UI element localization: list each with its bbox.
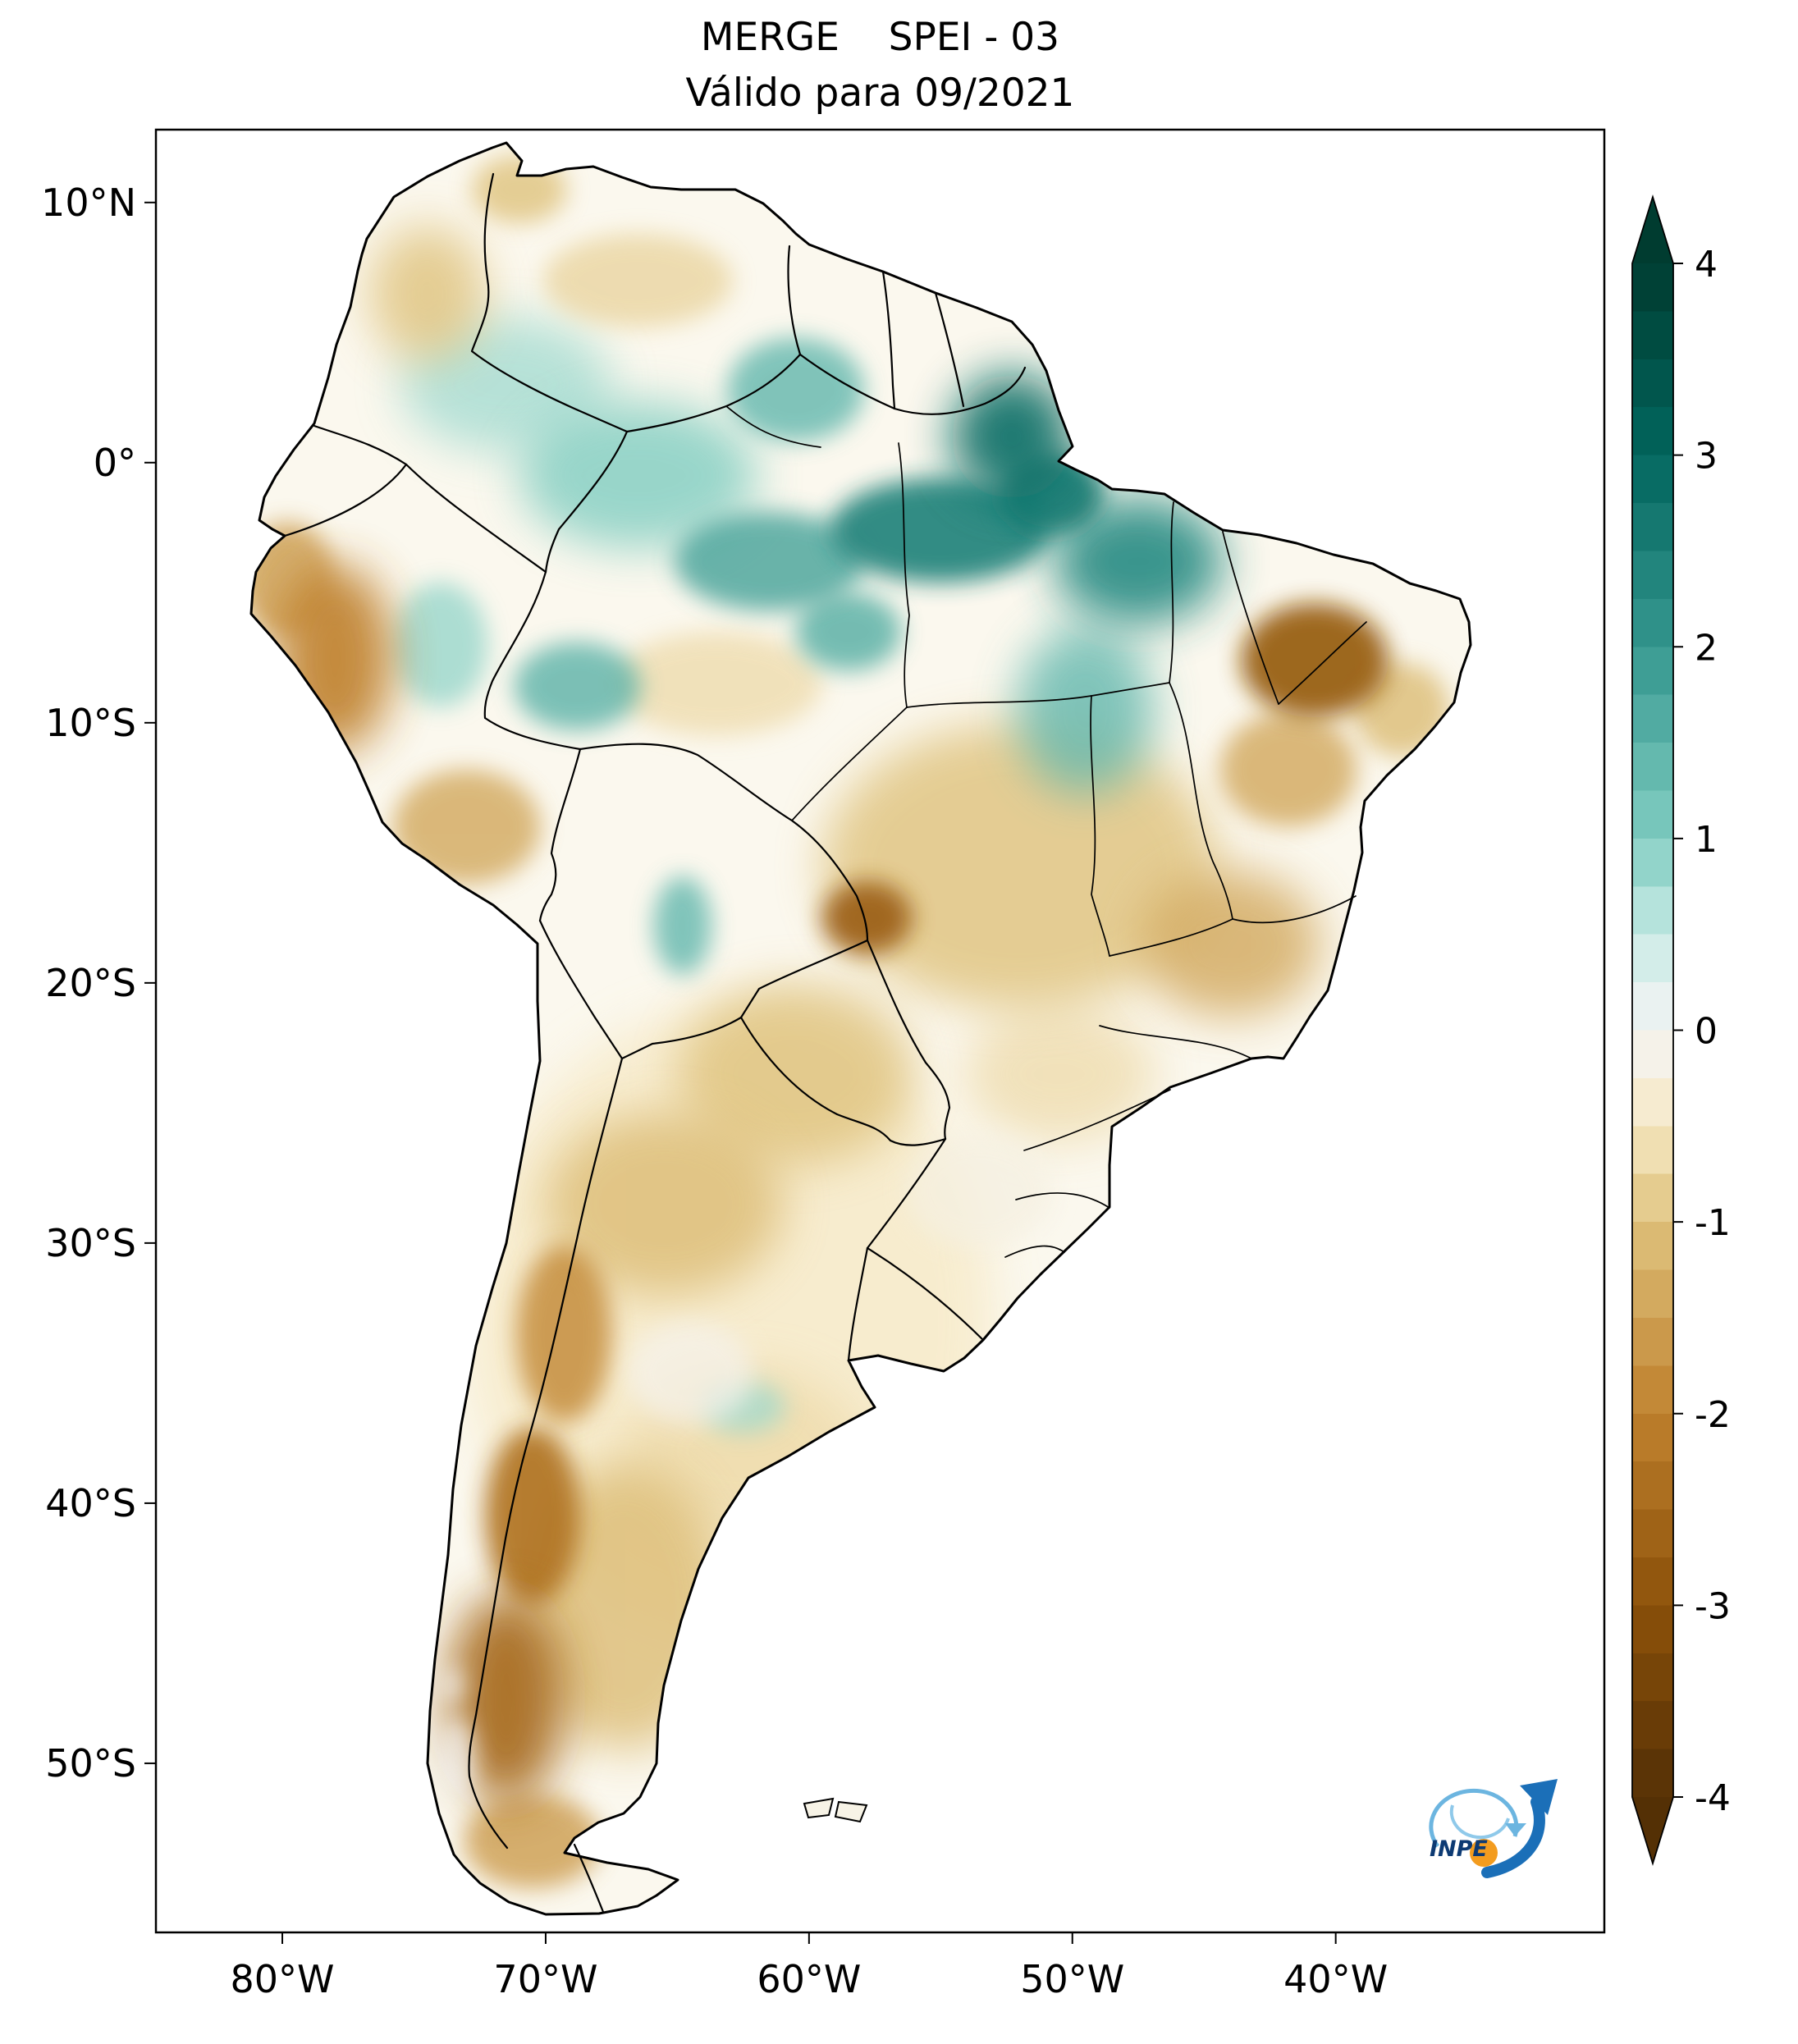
spei-region <box>448 1594 565 1803</box>
colorbar-tick-label: 0 <box>1695 1011 1718 1053</box>
x-tick-label: 50°W <box>1020 1957 1124 2001</box>
spei-region <box>821 722 1218 1009</box>
spei-region <box>795 592 902 671</box>
country-borders <box>283 172 1027 1914</box>
x-tick-label: 40°W <box>1283 1957 1388 2001</box>
spei-region <box>542 233 733 327</box>
y-tick-label: 0° <box>94 441 136 485</box>
south-america-coastline <box>249 141 1472 1916</box>
spei-region <box>519 402 757 549</box>
colorbar-tick-label: 4 <box>1695 244 1718 286</box>
spei-region <box>368 226 486 362</box>
continent-fill-group <box>251 143 1471 1914</box>
logo-text: INPE <box>1430 1836 1488 1862</box>
spei-region <box>1141 871 1320 1017</box>
colorbar-extend-max <box>1632 197 1673 263</box>
y-tick-label: 10°N <box>41 181 136 225</box>
spei-region <box>437 1716 475 1800</box>
colorbar-tick-label: 3 <box>1695 436 1718 478</box>
spei-region <box>1054 499 1223 624</box>
falkland-islands <box>803 1797 868 1823</box>
spei-region <box>485 1428 580 1605</box>
spei-region <box>392 582 488 707</box>
spei-region <box>906 1133 1055 1249</box>
spei-region <box>627 1321 754 1425</box>
colorbar-tick-label: 1 <box>1695 819 1718 861</box>
spei-region <box>437 1667 464 1703</box>
logo-swirl-arrowhead <box>1505 1823 1526 1836</box>
spei-region <box>675 512 865 611</box>
spei-region <box>653 876 712 976</box>
spei-region <box>964 1006 1155 1142</box>
y-tick-label: 40°S <box>45 1481 136 1525</box>
colorbar-tick-label: -3 <box>1695 1585 1731 1627</box>
logo-orange-dot <box>1470 1839 1498 1867</box>
spei-region <box>546 1113 783 1296</box>
spei-region <box>392 769 541 885</box>
colorbar-tick-label: -1 <box>1695 1202 1731 1244</box>
y-tick-label: 10°S <box>45 701 136 745</box>
x-tick-label: 60°W <box>757 1957 861 2001</box>
spei-region <box>727 337 865 442</box>
axes-layer: 80°W 70°W 60°W 50°W 40°W 10°N 0° 10°S 20°S 30°S 40… <box>41 181 1388 2001</box>
spei-region <box>677 982 915 1165</box>
spei-region <box>1219 712 1357 827</box>
chart-title: MERGE SPEI - 03 <box>700 15 1060 60</box>
spei-region <box>1241 603 1389 718</box>
y-tick-label: 20°S <box>45 961 136 1005</box>
logo-blue-arrow <box>1481 1796 1545 1878</box>
colorbar: 4 3 2 1 0 -1 -2 -3 -4 <box>1631 194 1731 1867</box>
colorbar-tick-label: -4 <box>1695 1777 1731 1819</box>
y-tick-label: 30°S <box>45 1221 136 1265</box>
y-tick-label: 50°S <box>45 1741 136 1786</box>
colorbar-extend-min <box>1632 1797 1673 1863</box>
spei-region <box>1017 626 1155 793</box>
spei-region <box>464 1794 602 1889</box>
colorbar-tick-label: -2 <box>1695 1394 1731 1436</box>
chart-subtitle: Válido para 09/2021 <box>685 71 1075 116</box>
spei-region <box>514 642 641 731</box>
state-borders <box>725 405 1367 1258</box>
colorbar-tick-label: 2 <box>1695 627 1718 669</box>
spei-region <box>821 881 913 954</box>
spei-region <box>830 478 1052 583</box>
x-tick-label: 80°W <box>231 1957 335 2001</box>
spei-region <box>611 631 822 736</box>
spei-region <box>516 1246 612 1423</box>
plot-frame <box>154 128 1606 1934</box>
logo-blue-arrowhead <box>1520 1779 1558 1815</box>
x-tick-label: 70°W <box>493 1957 597 2001</box>
inpe-logo: INPE <box>1429 1779 1558 1878</box>
colorbar-gradient <box>1632 263 1673 1797</box>
